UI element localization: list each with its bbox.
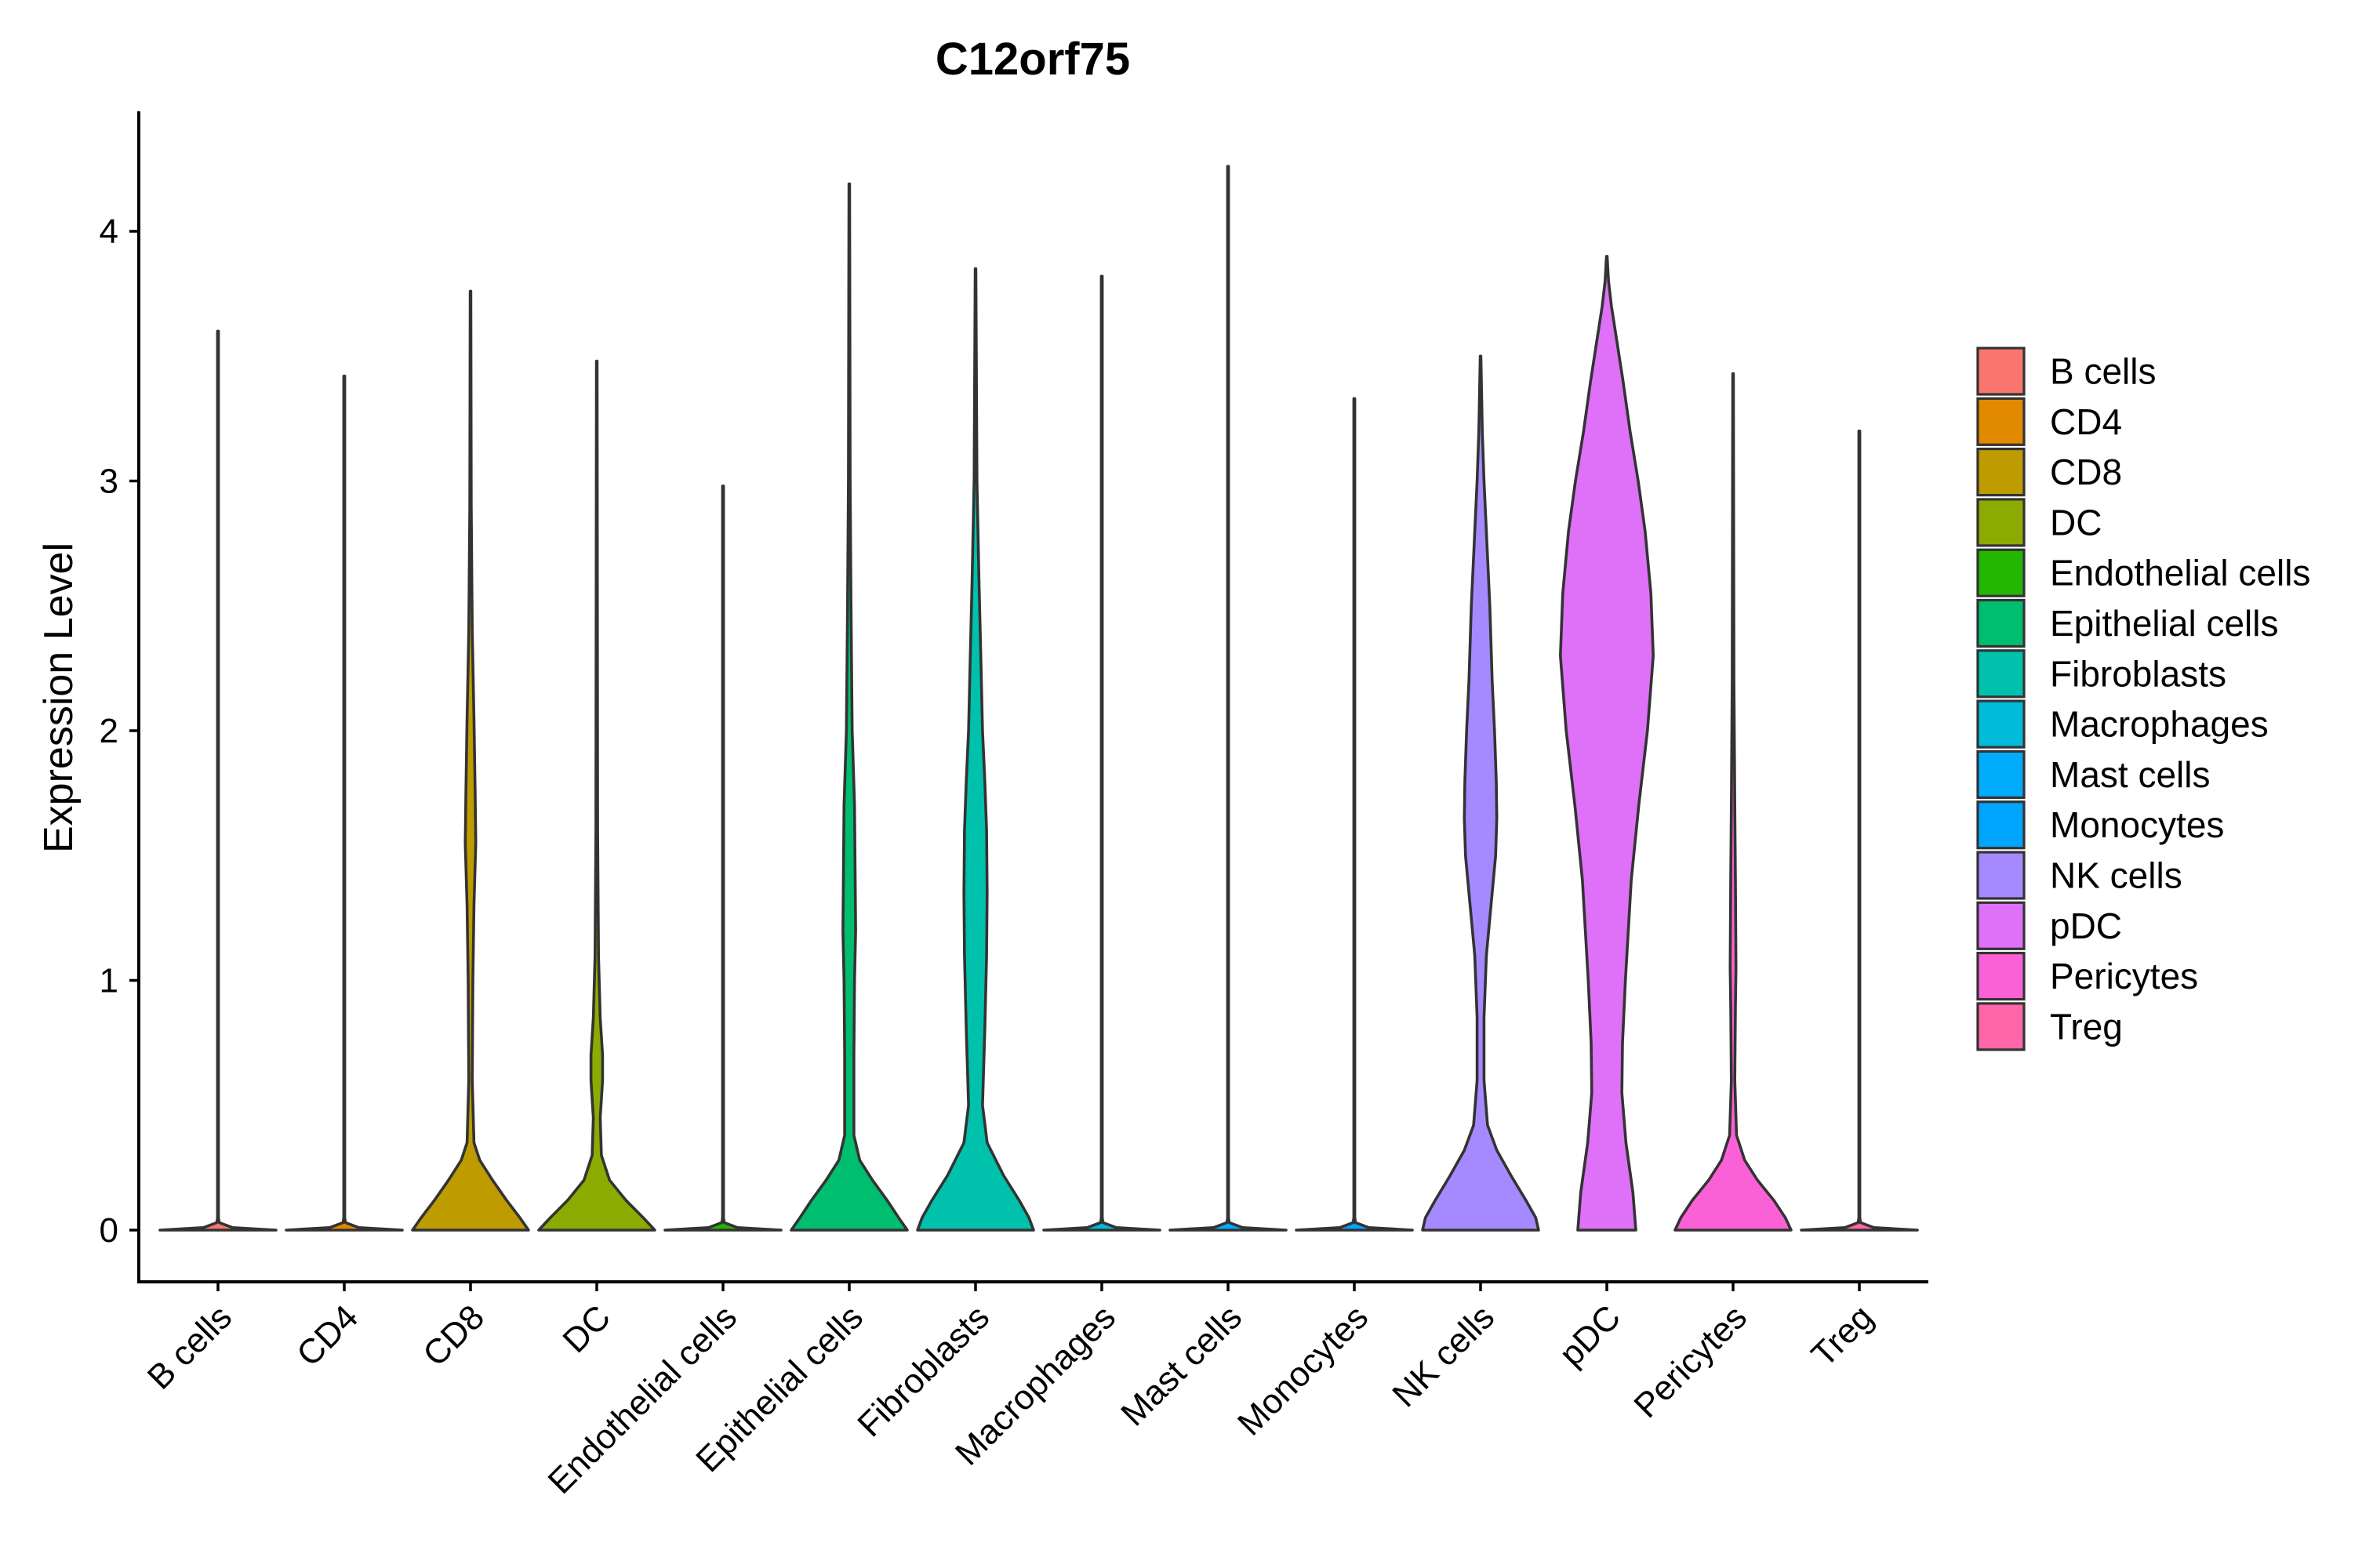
legend-label-endothelial-cells: Endothelial cells — [2050, 553, 2310, 593]
y-ticks-group: 0 1 2 3 4 — [100, 212, 139, 1250]
legend-label-epithelial-cells: Epithelial cells — [2050, 603, 2278, 644]
legend-label-fibroblasts: Fibroblasts — [2050, 653, 2226, 694]
legend-label-pdc: pDC — [2050, 906, 2122, 946]
legend-key-endothelial-cells — [1976, 548, 2026, 597]
x-tick-label: NK cells — [1385, 1298, 1502, 1414]
legend-key-monocytes — [1976, 800, 2026, 850]
x-tick-label: CD4 — [289, 1298, 365, 1374]
x-tick-label: pDC — [1552, 1298, 1628, 1374]
legend-label-mast-cells: Mast cells — [2050, 754, 2210, 795]
violin-monocytes — [1295, 397, 1414, 1232]
y-tick-label: 3 — [100, 463, 118, 501]
legend: B cells CD4 CD8 DC Endothelial cells Epitheli… — [1976, 347, 2310, 1051]
chart-title: C12orf75 — [936, 34, 1130, 85]
violin-nk-cells — [1421, 354, 1540, 1232]
violin-cd4 — [285, 374, 404, 1232]
x-tick-label: B cells — [140, 1298, 239, 1396]
violin-mast-cells — [1168, 165, 1288, 1232]
x-tick-label: CD8 — [416, 1298, 492, 1374]
violin-treg — [1800, 430, 1919, 1232]
violin-dc — [537, 359, 656, 1232]
legend-label-monocytes: Monocytes — [2050, 804, 2224, 845]
legend-label-dc: DC — [2050, 502, 2102, 543]
legend-label-cd8: CD8 — [2050, 452, 2122, 492]
y-tick-label: 1 — [100, 962, 118, 1000]
legend-label-cd4: CD4 — [2050, 401, 2122, 442]
x-tick-label: DC — [555, 1298, 618, 1360]
legend-key-fibroblasts — [1976, 649, 2026, 699]
legend-key-epithelial-cells — [1976, 598, 2026, 648]
legend-label-pericytes: Pericytes — [2050, 956, 2198, 996]
violin-endothelial-cells — [663, 485, 783, 1232]
y-tick-label: 2 — [100, 712, 118, 750]
violin-cd8 — [411, 289, 530, 1232]
legend-key-b-cells — [1976, 347, 2026, 396]
legend-key-nk-cells — [1976, 851, 2026, 900]
violins-group — [158, 165, 1919, 1232]
violin-b-cells — [158, 329, 278, 1232]
violin-macrophages — [1042, 274, 1161, 1232]
x-tick-label: Monocytes — [1230, 1298, 1375, 1443]
legend-label-treg: Treg — [2050, 1006, 2123, 1047]
legend-key-mast-cells — [1976, 750, 2026, 800]
legend-label-macrophages: Macrophages — [2050, 704, 2269, 745]
legend-label-b-cells: B cells — [2050, 351, 2156, 392]
y-tick-label: 0 — [100, 1211, 118, 1250]
violin-epithelial-cells — [790, 182, 909, 1232]
legend-key-pdc — [1976, 901, 2026, 950]
legend-key-pericytes — [1976, 951, 2026, 1001]
legend-key-dc — [1976, 498, 2026, 547]
violin-pericytes — [1673, 372, 1793, 1232]
legend-key-treg — [1976, 1002, 2026, 1051]
violin-pdc — [1559, 255, 1655, 1232]
x-tick-label: Pericytes — [1626, 1298, 1754, 1425]
y-axis-label: Expression Level — [36, 543, 82, 853]
x-tick-label: Treg — [1804, 1298, 1881, 1374]
y-tick-label: 4 — [100, 212, 118, 251]
legend-key-macrophages — [1976, 699, 2026, 749]
axes-group — [137, 111, 1928, 1283]
x-tick-label: Mast cells — [1114, 1298, 1249, 1433]
legend-label-nk-cells: NK cells — [2050, 855, 2182, 896]
legend-key-cd8 — [1976, 447, 2026, 497]
violin-fibroblasts — [916, 267, 1035, 1232]
legend-key-cd4 — [1976, 397, 2026, 446]
